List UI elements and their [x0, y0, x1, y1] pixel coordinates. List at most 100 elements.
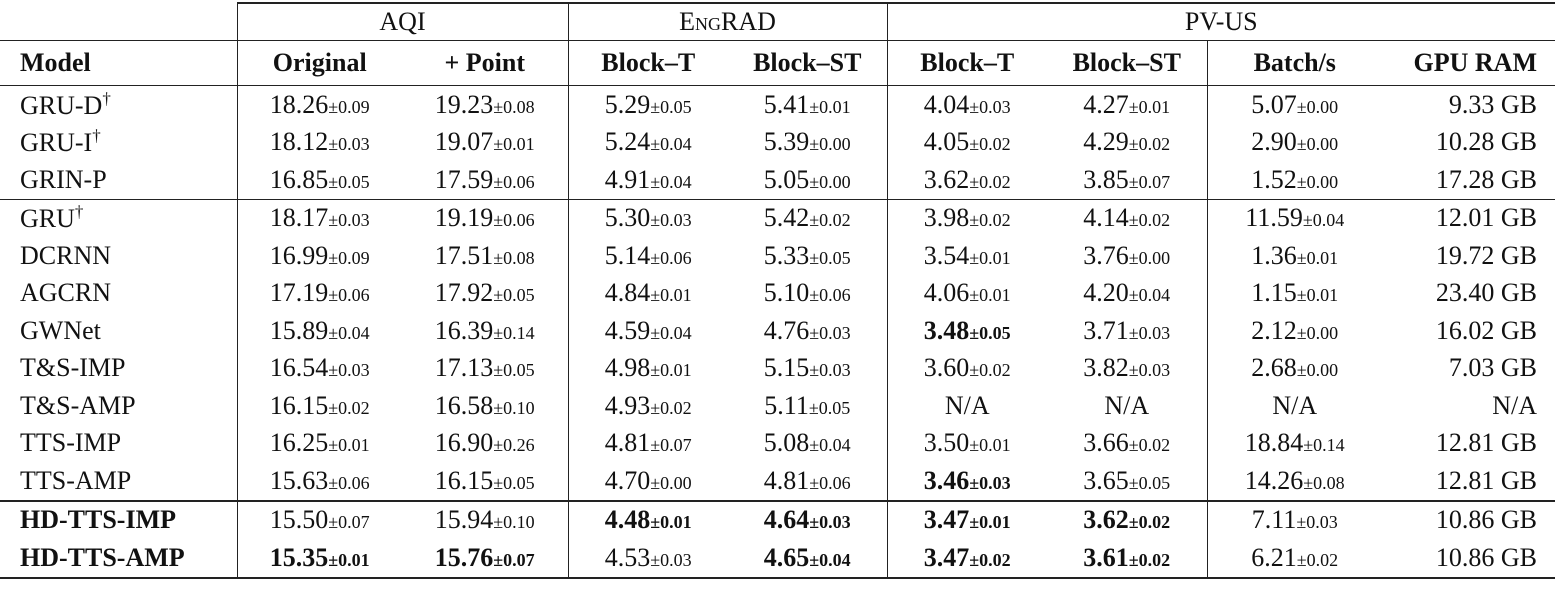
std: ±0.03: [328, 210, 370, 231]
value-cell: 18.17±0.03: [236, 199, 402, 237]
mean: 5.11: [764, 390, 809, 420]
std: ±0.08: [493, 96, 535, 117]
value-cell: 4.29±0.02: [1047, 124, 1207, 162]
std: ±0.02: [1128, 435, 1171, 456]
mean: 4.06: [923, 278, 970, 308]
value-cell: 3.62±0.02: [886, 161, 1047, 199]
value-cell: 18.26±0.09: [236, 85, 402, 124]
mean: 3.47: [923, 505, 970, 535]
mean: 4.20: [1083, 278, 1129, 308]
mean: 3.62: [923, 164, 970, 194]
std: ±0.03: [650, 210, 692, 231]
mean: 3.65: [1083, 465, 1129, 495]
value-cell: 16.02 GB: [1435, 315, 1537, 345]
mean: 3.50: [923, 428, 970, 458]
model-cell: T&S-IMP: [0, 350, 237, 388]
value-cell: 3.76±0.00: [1047, 237, 1207, 275]
value-cell: 17.92±0.05: [402, 275, 568, 313]
mean: 17.51: [434, 240, 494, 270]
model-name: TTS-IMP: [20, 428, 122, 458]
mean: 5.42: [763, 203, 810, 233]
table-head: AQI EngRAD PV-US Model Original + Point Blo…: [0, 2, 1555, 86]
std: ±0.01: [969, 435, 1011, 456]
table-row: T&S-AMP 16.15±0.02 16.58±0.10 4.93±0.02 5.11…: [0, 387, 1555, 425]
value-cell: 19.23±0.08: [402, 86, 568, 124]
std: ±0.03: [809, 322, 851, 343]
value-cell: 5.33±0.05: [728, 237, 887, 275]
std: ±0.02: [328, 397, 370, 418]
value-cell: 3.65±0.05: [1047, 462, 1207, 501]
value-cell: 15.94±0.10: [402, 501, 568, 540]
std: ±0.06: [493, 210, 535, 231]
mean: 6.21: [1251, 542, 1297, 572]
std: ±0.02: [969, 134, 1011, 155]
mean: 18.26: [269, 89, 329, 119]
table-row: GRU† 18.17±0.03 19.19±0.06 5.30±0.03 5.42±0.…: [0, 199, 1555, 237]
std: ±0.04: [809, 549, 851, 570]
table-row: TTS-IMP 16.25±0.01 16.90±0.26 4.81±0.07 5.08…: [0, 424, 1555, 463]
value-cell: 14.26±0.08: [1206, 462, 1382, 501]
value-cell: 5.42±0.02: [728, 199, 887, 237]
std: ±0.07: [1128, 171, 1171, 192]
model-cell: TTS-IMP: [0, 425, 237, 463]
std: ±0.10: [493, 397, 535, 418]
value-cell: 19.19±0.06: [402, 199, 568, 237]
std: ±0.03: [650, 549, 692, 570]
mean: 1.36: [1251, 240, 1297, 270]
std: ±0.02: [969, 549, 1011, 570]
std: ±0.14: [1303, 435, 1345, 456]
mean: 3.98: [923, 203, 970, 233]
std: ±0.08: [1303, 472, 1345, 493]
model-cell: T&S-AMP: [0, 387, 237, 425]
mean: 19.07: [434, 127, 494, 157]
std: ±0.05: [808, 397, 851, 418]
value-cell: 5.08±0.04: [728, 425, 887, 463]
mean: 15.63: [269, 465, 329, 495]
std: ±0.00: [1128, 247, 1171, 268]
std: ±0.00: [1296, 96, 1339, 117]
mean: 5.05: [763, 164, 810, 194]
mean: 5.14: [604, 240, 651, 270]
model-name: GRU-D: [20, 90, 103, 120]
std: ±0.01: [809, 96, 851, 117]
value-cell: 4.04±0.03: [886, 85, 1047, 124]
mean: 4.48: [604, 505, 651, 535]
mean: 5.08: [763, 428, 810, 458]
std: ±0.06: [493, 171, 535, 192]
value-cell: 23.40 GB: [1435, 278, 1537, 308]
mean: 18.17: [269, 203, 329, 233]
std: ±0.01: [969, 285, 1011, 306]
table-row: GRIN-P 16.85±0.05 17.59±0.06 4.91±0.04 5.05±…: [0, 161, 1555, 199]
value-cell: 4.98±0.01: [567, 349, 728, 387]
mean: 3.60: [923, 353, 970, 383]
std: ±0.01: [328, 549, 370, 570]
value-cell: 4.91±0.04: [567, 161, 728, 199]
mean: 7.11: [1251, 505, 1297, 535]
std: ±0.02: [1296, 549, 1339, 570]
mean: 4.70: [604, 465, 651, 495]
value-cell: 3.61±0.02: [1047, 539, 1207, 578]
std: ±0.00: [1296, 360, 1339, 381]
value-cell: 9.33 GB: [1448, 89, 1537, 119]
std: ±0.03: [328, 360, 370, 381]
std: ±0.06: [328, 285, 370, 306]
std: ±0.03: [969, 472, 1011, 493]
group-header: AQI: [236, 2, 568, 41]
value-cell: 3.54±0.01: [886, 237, 1047, 275]
value-cell: 4.93±0.02: [567, 387, 728, 425]
std: ±0.00: [1296, 134, 1339, 155]
table-row: DCRNN 16.99±0.09 17.51±0.08 5.14±0.06 5.33±0…: [0, 237, 1555, 275]
mean: 16.85: [269, 164, 329, 194]
std: ±0.05: [1128, 472, 1171, 493]
mean: 4.84: [604, 278, 651, 308]
std: ±0.08: [493, 247, 535, 268]
row-group: GRU-D† 18.26±0.09 19.23±0.08 5.29±0.05 5.41±…: [0, 85, 1555, 199]
mean: 4.98: [604, 353, 651, 383]
mean: 2.68: [1251, 353, 1297, 383]
mean: 3.62: [1083, 505, 1129, 535]
std: ±0.14: [493, 322, 535, 343]
mean: 5.24: [604, 127, 651, 157]
value-cell: 11.59±0.04: [1206, 199, 1382, 237]
value-cell: 2.90±0.00: [1206, 123, 1382, 161]
